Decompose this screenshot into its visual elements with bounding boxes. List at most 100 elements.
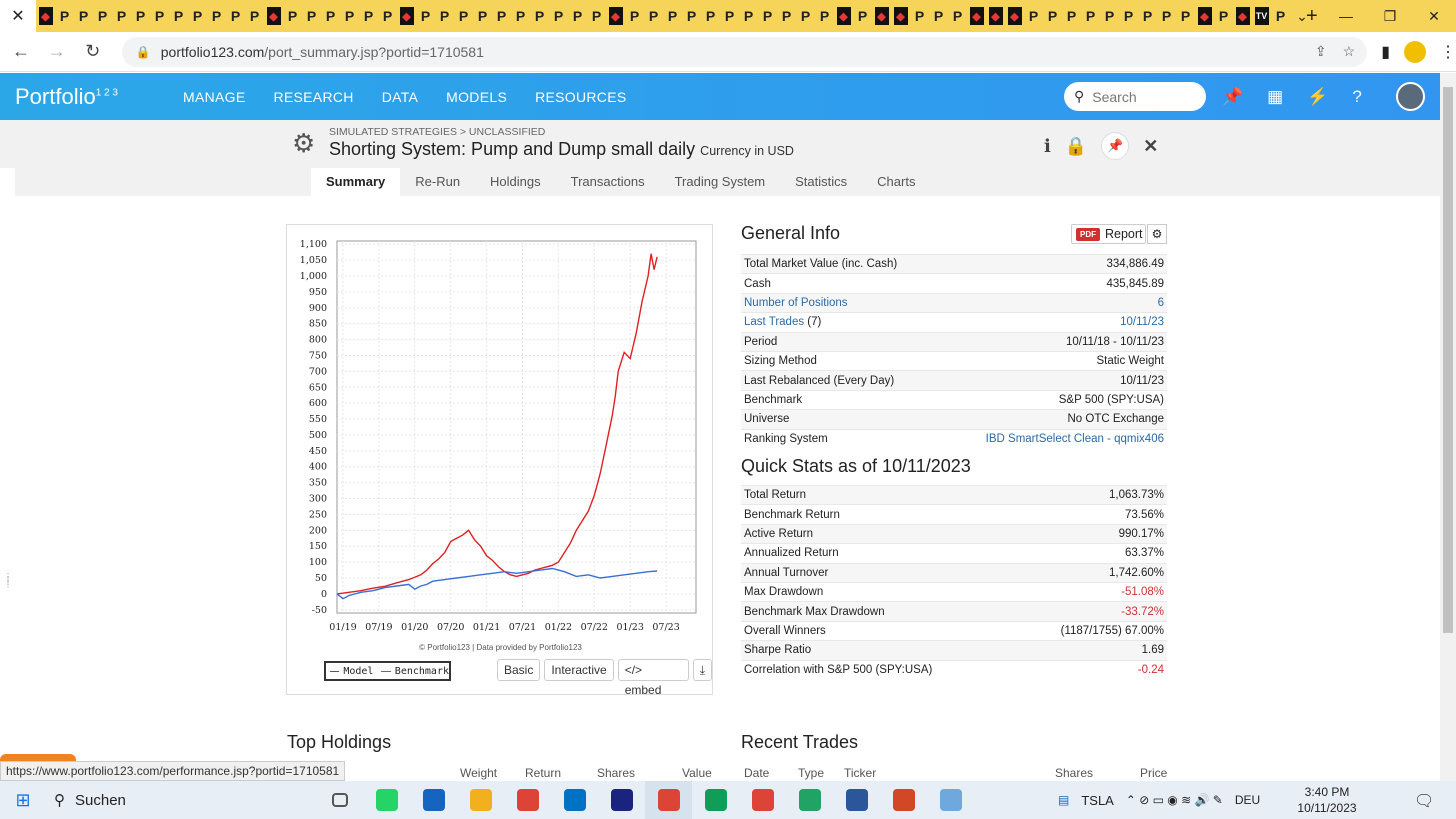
col-weight[interactable]: Weight	[460, 766, 498, 780]
tab-favicon-icon[interactable]: P	[1047, 8, 1058, 24]
tab-favicon-icon[interactable]: P	[306, 8, 317, 24]
col-date[interactable]: Date	[744, 766, 770, 780]
row-label[interactable]: Last Trades (7)	[744, 316, 822, 329]
language-label[interactable]: DEU	[1234, 793, 1261, 807]
clock[interactable]: 3:40 PM 10/11/2023	[1297, 785, 1357, 815]
nav-research[interactable]: RESEARCH	[273, 88, 354, 105]
col-ticker[interactable]: Ticker	[844, 766, 877, 780]
taskbar-app-icon[interactable]	[786, 781, 833, 819]
tab-search-icon[interactable]: ⌄	[1296, 7, 1308, 24]
tab-favicon-icon[interactable]: P	[952, 8, 963, 24]
tab-favicon-icon[interactable]: P	[154, 8, 165, 24]
reload-icon[interactable]: ↻	[85, 41, 101, 61]
taskbar-app-icon[interactable]	[316, 781, 363, 819]
tab-favicon-icon[interactable]: P	[420, 8, 431, 24]
tab-favicon-icon[interactable]: P	[78, 8, 89, 24]
tab-favicon-icon[interactable]: ◆	[836, 7, 851, 25]
tab-charts[interactable]: Charts	[877, 174, 916, 189]
taskbar-app-icon[interactable]	[457, 781, 504, 819]
tab-favicon-icon[interactable]: P	[762, 8, 773, 24]
tab-favicon-icon[interactable]: TV	[1254, 7, 1269, 25]
avatar[interactable]	[1396, 82, 1425, 111]
taskbar-app-icon[interactable]	[598, 781, 645, 819]
site-logo[interactable]: Portfolio1 2 3	[15, 83, 118, 109]
tab-favicon-icon[interactable]: P	[382, 8, 393, 24]
tab-favicon-icon[interactable]: P	[363, 8, 374, 24]
tab-favicon-icon[interactable]: P	[192, 8, 203, 24]
tab-favicon-icon[interactable]: ◆	[988, 7, 1003, 25]
tab-favicon-icon[interactable]: P	[1028, 8, 1039, 24]
taskbar-app-icon[interactable]	[645, 781, 692, 819]
tab-favicon-icon[interactable]: P	[211, 8, 222, 24]
tab-favicon-icon[interactable]: ◆	[266, 7, 281, 25]
pin-icon[interactable]: 📌	[1101, 132, 1130, 160]
taskbar-app-icon[interactable]	[504, 781, 551, 819]
taskbar-app-icon[interactable]	[833, 781, 880, 819]
feedback-tab[interactable]	[0, 754, 76, 762]
col-value[interactable]: Value	[682, 766, 712, 780]
url-input[interactable]: 🔒 portfolio123.com/port_summary.jsp?port…	[121, 36, 1368, 67]
legend-benchmark[interactable]: Benchmark	[394, 665, 449, 677]
share-icon[interactable]: ⇪	[1314, 43, 1327, 59]
col-price[interactable]: Price	[1140, 766, 1168, 780]
tab-favicon-icon[interactable]: P	[1123, 8, 1134, 24]
nav-data[interactable]: DATA	[381, 88, 419, 105]
tab-favicon-icon[interactable]: P	[496, 8, 507, 24]
tab-favicon-icon[interactable]: P	[287, 8, 298, 24]
browser-menu-icon[interactable]: ⋮	[1440, 43, 1456, 61]
tab-favicon-icon[interactable]: ◆	[1197, 7, 1212, 25]
taskbar-app-icon[interactable]	[739, 781, 786, 819]
ticker-label[interactable]: TSLA	[1081, 792, 1114, 808]
tab-favicon-icon[interactable]: P	[572, 8, 583, 24]
tab-favicon-icon[interactable]: P	[648, 8, 659, 24]
tab-re-run[interactable]: Re-Run	[415, 174, 461, 189]
tab-favicon-icon[interactable]: P	[458, 8, 469, 24]
tab-favicon-icon[interactable]: P	[135, 8, 146, 24]
tab-favicon-icon[interactable]: P	[1180, 8, 1191, 24]
tab-favicon-icon[interactable]: P	[116, 8, 127, 24]
tab-transactions[interactable]: Transactions	[570, 174, 645, 189]
taskbar-app-icon[interactable]	[551, 781, 598, 819]
taskbar-app-icon[interactable]	[927, 781, 974, 819]
basic-button[interactable]: Basic	[497, 659, 541, 681]
taskbar-app-icon[interactable]	[880, 781, 927, 819]
nav-resources[interactable]: RESOURCES	[535, 88, 627, 105]
close-tab-icon[interactable]: ✕	[0, 0, 36, 32]
restore-icon[interactable]: ❐	[1383, 7, 1397, 24]
tab-favicon-icon[interactable]: P	[534, 8, 545, 24]
tab-favicon-icon[interactable]: P	[629, 8, 640, 24]
pin-icon[interactable]: 📌	[1222, 86, 1244, 106]
tab-favicon-icon[interactable]: ◆	[1007, 7, 1022, 25]
settings-gear-icon[interactable]: ⚙	[292, 128, 316, 158]
page-scrollbar[interactable]	[1440, 73, 1456, 781]
tab-summary[interactable]: Summary	[311, 168, 401, 196]
tab-favicon-icon[interactable]: P	[344, 8, 355, 24]
notifications-icon[interactable]: 🗨	[1414, 793, 1435, 810]
tab-favicon-icon[interactable]: P	[553, 8, 564, 24]
taskbar-app-icon[interactable]	[410, 781, 457, 819]
tab-favicon-icon[interactable]: P	[325, 8, 336, 24]
col-shares[interactable]: Shares	[597, 766, 636, 780]
tab-statistics[interactable]: Statistics	[795, 174, 848, 189]
tab-favicon-icon[interactable]: ◆	[1235, 7, 1250, 25]
tab-favicon-icon[interactable]: P	[1142, 8, 1153, 24]
site-search-input[interactable]: ⚲ Search	[1064, 82, 1206, 111]
resize-handle[interactable]: ⋮ ⋮ ⋮	[4, 572, 12, 589]
interactive-button[interactable]: Interactive	[544, 659, 614, 681]
tab-favicon-icon[interactable]: P	[743, 8, 754, 24]
close-icon[interactable]: ✕	[1143, 135, 1159, 156]
report-button[interactable]: PDF Report	[1071, 224, 1146, 244]
tab-favicon-icon[interactable]: P	[515, 8, 526, 24]
row-value[interactable]: 6	[1157, 296, 1164, 309]
help-icon[interactable]: ?	[1352, 86, 1362, 106]
info-icon[interactable]: ℹ	[1044, 135, 1051, 156]
report-settings-gear-icon[interactable]: ⚙	[1147, 224, 1167, 244]
tab-favicon-icon[interactable]: P	[1275, 8, 1286, 24]
tab-favicon-icon[interactable]: ◆	[893, 7, 908, 25]
tab-favicon-icon[interactable]: P	[97, 8, 108, 24]
row-value[interactable]: IBD SmartSelect Clean - qqmix406	[985, 432, 1164, 445]
stock-widget-icon[interactable]: ▤	[1058, 793, 1070, 807]
bolt-icon[interactable]: ⚡	[1307, 86, 1329, 106]
tab-favicon-icon[interactable]: P	[59, 8, 70, 24]
tab-favicon-icon[interactable]: P	[1085, 8, 1096, 24]
